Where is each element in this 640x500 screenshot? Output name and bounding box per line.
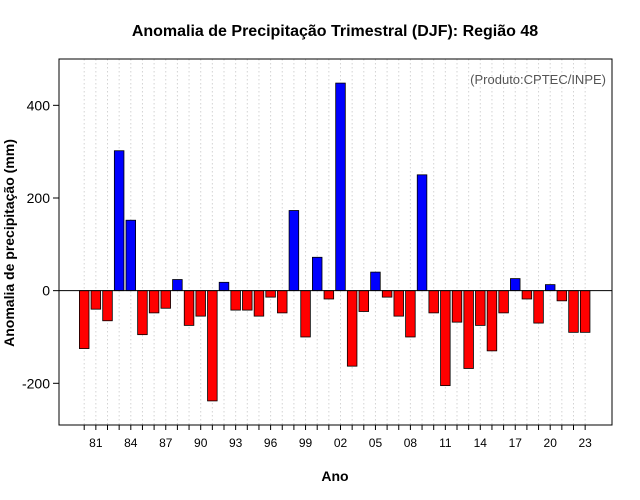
x-axis-label: Ano [321,468,348,484]
x-tick-label: 05 [369,436,383,450]
grid-lines [83,59,586,425]
bar-91 [207,290,218,402]
plot-area-frame [58,58,613,426]
bar-06 [381,290,393,298]
x-axis: 81 84 87 90 93 96 99 02 05 08 11 14 17 20 23 [83,425,592,450]
bar-93 [230,290,241,311]
source-annotation: (Produto:CPTEC/INPE) [470,72,606,87]
bar-99 [300,290,311,338]
x-tick-label: 96 [264,436,278,450]
x-tick-label: 87 [159,436,173,450]
bar-09 [416,174,428,292]
bar-96 [265,290,276,298]
bar-92 [218,281,230,292]
bar-21 [556,290,568,302]
bar-11 [440,290,451,387]
bar-97 [277,290,288,314]
x-tick-label: 17 [509,436,523,450]
x-tick-label: 11 [439,436,452,450]
x-tick-label: 23 [578,436,592,450]
x-tick-label: 93 [229,436,243,450]
x-tick-label: 02 [334,436,348,450]
bar-18 [521,290,533,300]
bar-04 [358,290,370,312]
x-tick-label: 14 [474,436,488,450]
bar-95 [253,290,265,317]
bar-01 [323,290,335,300]
bar-88 [172,279,183,292]
bar-03 [346,290,358,367]
bar-23 [579,290,591,333]
x-tick-label: 84 [124,436,138,450]
bar-20 [545,284,556,292]
bar-85 [137,290,148,336]
y-tick-label: 0 [42,283,50,299]
bar-02 [335,82,346,292]
bars [79,82,591,402]
y-axis: -200 0 200 400 [22,97,59,391]
bar-81 [90,290,102,310]
y-tick-label: 200 [27,190,51,206]
bar-12 [451,290,463,323]
y-tick-label: -200 [22,375,50,391]
bar-14 [475,290,486,326]
x-tick-label: 99 [299,436,313,450]
bar-08 [405,290,416,338]
bar-15 [486,290,498,352]
bar-80 [79,290,90,349]
x-tick-label: 81 [89,436,103,450]
x-tick-label: 90 [194,436,208,450]
x-tick-label: 08 [404,436,418,450]
y-axis-label: Anomalia de precipitação (mm) [1,139,17,347]
bar-19 [533,290,544,324]
bar-84 [125,219,137,292]
bar-10 [428,290,439,314]
x-tick-label: 20 [544,436,558,450]
bar-98 [288,210,300,292]
bar-87 [160,290,171,309]
bar-83 [113,150,125,292]
bar-90 [195,290,206,317]
bar-17 [510,278,521,292]
bar-07 [393,290,404,317]
chart-title: Anomalia de Precipitação Trimestral (DJF… [132,23,538,40]
bar-13 [463,290,474,369]
bar-94 [242,290,253,311]
y-tick-label: 400 [27,97,51,113]
bar-82 [102,290,113,322]
bar-00 [311,256,323,292]
bar-22 [568,290,579,333]
bar-86 [148,290,160,314]
bar-16 [498,290,509,314]
bar-05 [370,271,381,292]
bar-89 [183,290,195,326]
